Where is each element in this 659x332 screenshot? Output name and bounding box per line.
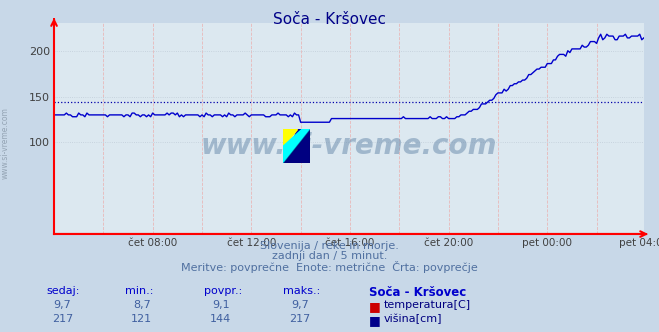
Polygon shape (283, 129, 310, 163)
Text: 9,7: 9,7 (291, 300, 308, 310)
Text: 217: 217 (52, 314, 73, 324)
Text: temperatura[C]: temperatura[C] (384, 300, 471, 310)
Text: www.si-vreme.com: www.si-vreme.com (1, 107, 10, 179)
Text: 217: 217 (289, 314, 310, 324)
Text: 144: 144 (210, 314, 231, 324)
Text: povpr.:: povpr.: (204, 286, 243, 295)
Text: maks.:: maks.: (283, 286, 321, 295)
Polygon shape (283, 129, 297, 146)
Text: 9,1: 9,1 (212, 300, 229, 310)
Text: Meritve: povprečne  Enote: metrične  Črta: povprečje: Meritve: povprečne Enote: metrične Črta:… (181, 261, 478, 273)
Text: www.si-vreme.com: www.si-vreme.com (201, 131, 497, 159)
Text: 8,7: 8,7 (133, 300, 150, 310)
Text: Slovenija / reke in morje.: Slovenija / reke in morje. (260, 241, 399, 251)
Text: ■: ■ (369, 314, 381, 327)
Text: min.:: min.: (125, 286, 154, 295)
Text: 121: 121 (131, 314, 152, 324)
Text: Soča - Kršovec: Soča - Kršovec (369, 286, 467, 298)
Polygon shape (283, 129, 310, 163)
Text: ■: ■ (369, 300, 381, 313)
Polygon shape (283, 129, 310, 163)
Text: 9,7: 9,7 (54, 300, 71, 310)
Text: višina[cm]: višina[cm] (384, 314, 442, 324)
Text: Soča - Kršovec: Soča - Kršovec (273, 12, 386, 27)
Text: sedaj:: sedaj: (46, 286, 80, 295)
Text: zadnji dan / 5 minut.: zadnji dan / 5 minut. (272, 251, 387, 261)
